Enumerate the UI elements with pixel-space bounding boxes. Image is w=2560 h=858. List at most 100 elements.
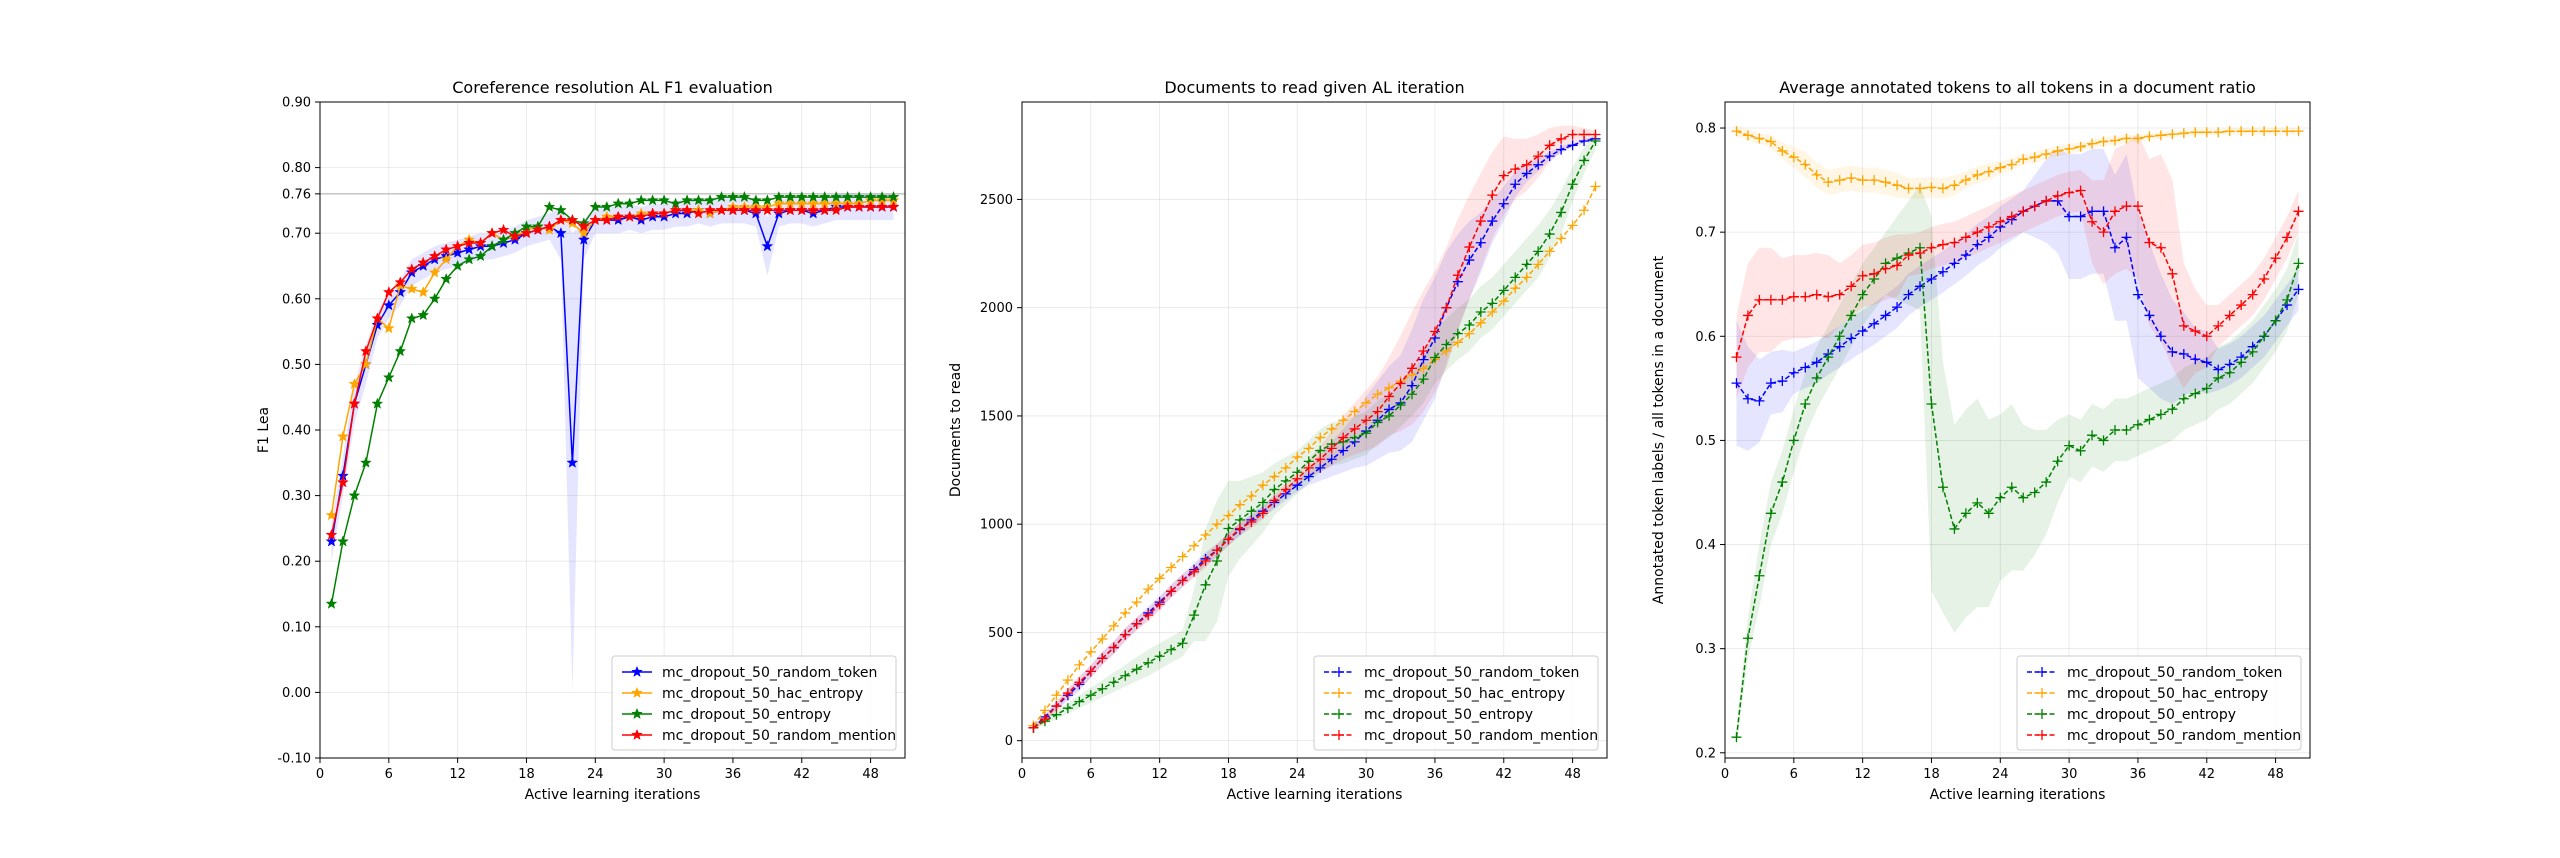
data-point [520, 226, 533, 239]
data-point [463, 236, 475, 249]
data-point [1937, 482, 1948, 493]
data-point [1108, 620, 1119, 631]
data-point [1777, 145, 1788, 156]
data-point [1051, 709, 1062, 720]
data-point [394, 276, 407, 288]
data-point [1143, 610, 1154, 621]
data-point [1903, 289, 1914, 300]
data-point [451, 259, 464, 271]
data-point [2167, 129, 2178, 140]
data-point [2213, 320, 2224, 331]
data-point [1869, 268, 1880, 279]
legend-label-4: mc_dropout_50_random_mention [2067, 728, 2301, 744]
data-point [738, 203, 751, 216]
data-point [1731, 352, 1742, 363]
data-point [864, 200, 877, 212]
data-point [382, 322, 395, 334]
data-point [2087, 430, 2098, 441]
data-point [2259, 274, 2270, 285]
data-point [1418, 374, 1429, 385]
data-point [1234, 514, 1245, 525]
data-point [1788, 152, 1799, 163]
data-point [1579, 129, 1590, 140]
x-tick-label: 6 [385, 767, 393, 782]
data-point [1223, 510, 1234, 521]
data-point [830, 190, 843, 203]
data-point [1108, 677, 1119, 688]
legend-box [1313, 655, 1599, 751]
data-point [417, 285, 430, 298]
legend-label-4: mc_dropout_50_random_mention [662, 728, 896, 744]
data-point [2110, 206, 2120, 217]
data-point [1533, 259, 1544, 270]
data-point [1154, 651, 1165, 662]
data-point [1361, 415, 1372, 426]
data-point [2075, 185, 2086, 196]
data-point [1995, 216, 2006, 227]
data-point [1131, 597, 1142, 608]
data-point [1120, 670, 1131, 681]
data-point [2121, 232, 2132, 243]
data-point [1315, 445, 1326, 456]
data-point [1892, 302, 1903, 313]
data-point [1372, 406, 1383, 417]
data-point [1937, 266, 1948, 277]
data-point [1915, 183, 1925, 194]
data-point [2190, 326, 2201, 337]
legend-marker-1 [1334, 667, 1344, 677]
data-point [566, 456, 579, 468]
legend-label-1: mc_dropout_50_random_token [1364, 665, 1579, 681]
data-point [1983, 232, 1994, 243]
data-point [1579, 205, 1590, 216]
data-point [1960, 250, 1971, 261]
chart-title: Documents to read given AL iteration [1164, 78, 1464, 97]
legend-marker-2 [631, 686, 643, 698]
data-point [1464, 255, 1475, 266]
data-point [1131, 618, 1142, 629]
data-point [1567, 129, 1578, 140]
data-point [1926, 398, 1937, 409]
series-line-3 [1033, 140, 1597, 729]
data-point [658, 194, 670, 206]
data-point [1085, 646, 1096, 657]
data-point [1960, 508, 1971, 519]
y-tick-label: 0.20 [282, 555, 311, 570]
data-point [1949, 237, 1960, 248]
data-point [646, 194, 659, 206]
data-point [1544, 246, 1555, 257]
data-point [2259, 331, 2270, 342]
data-point [1731, 732, 1742, 743]
data-point [2064, 143, 2075, 154]
y-tick-label: 500 [988, 626, 1013, 641]
data-point [2087, 216, 2098, 227]
data-point [1280, 484, 1291, 495]
data-point [795, 203, 808, 216]
data-point [325, 535, 338, 547]
data-point [1166, 562, 1177, 573]
data-point [382, 371, 395, 383]
data-point [2144, 131, 2155, 142]
data-point [772, 190, 785, 203]
data-point [440, 272, 453, 285]
x-tick-label: 36 [2130, 767, 2147, 782]
plot-frame [1021, 101, 1608, 759]
data-point [2178, 320, 2189, 331]
data-point [1074, 696, 1085, 707]
data-point [1326, 454, 1337, 465]
data-point [1983, 166, 1994, 177]
data-point [2098, 435, 2109, 446]
data-point [830, 203, 843, 216]
data-point [807, 207, 820, 219]
y-tick-label: 0.4 [1695, 538, 1716, 553]
data-point [325, 528, 338, 540]
data-point [2029, 487, 2040, 498]
data-point [2018, 206, 2029, 217]
data-point [1303, 471, 1314, 482]
data-point [1926, 182, 1937, 193]
y-axis-label: Documents to read [948, 363, 964, 497]
data-point [1475, 307, 1486, 318]
data-point [1834, 341, 1845, 352]
data-point [382, 285, 395, 298]
data-point [2190, 354, 2201, 365]
data-point [371, 312, 384, 324]
